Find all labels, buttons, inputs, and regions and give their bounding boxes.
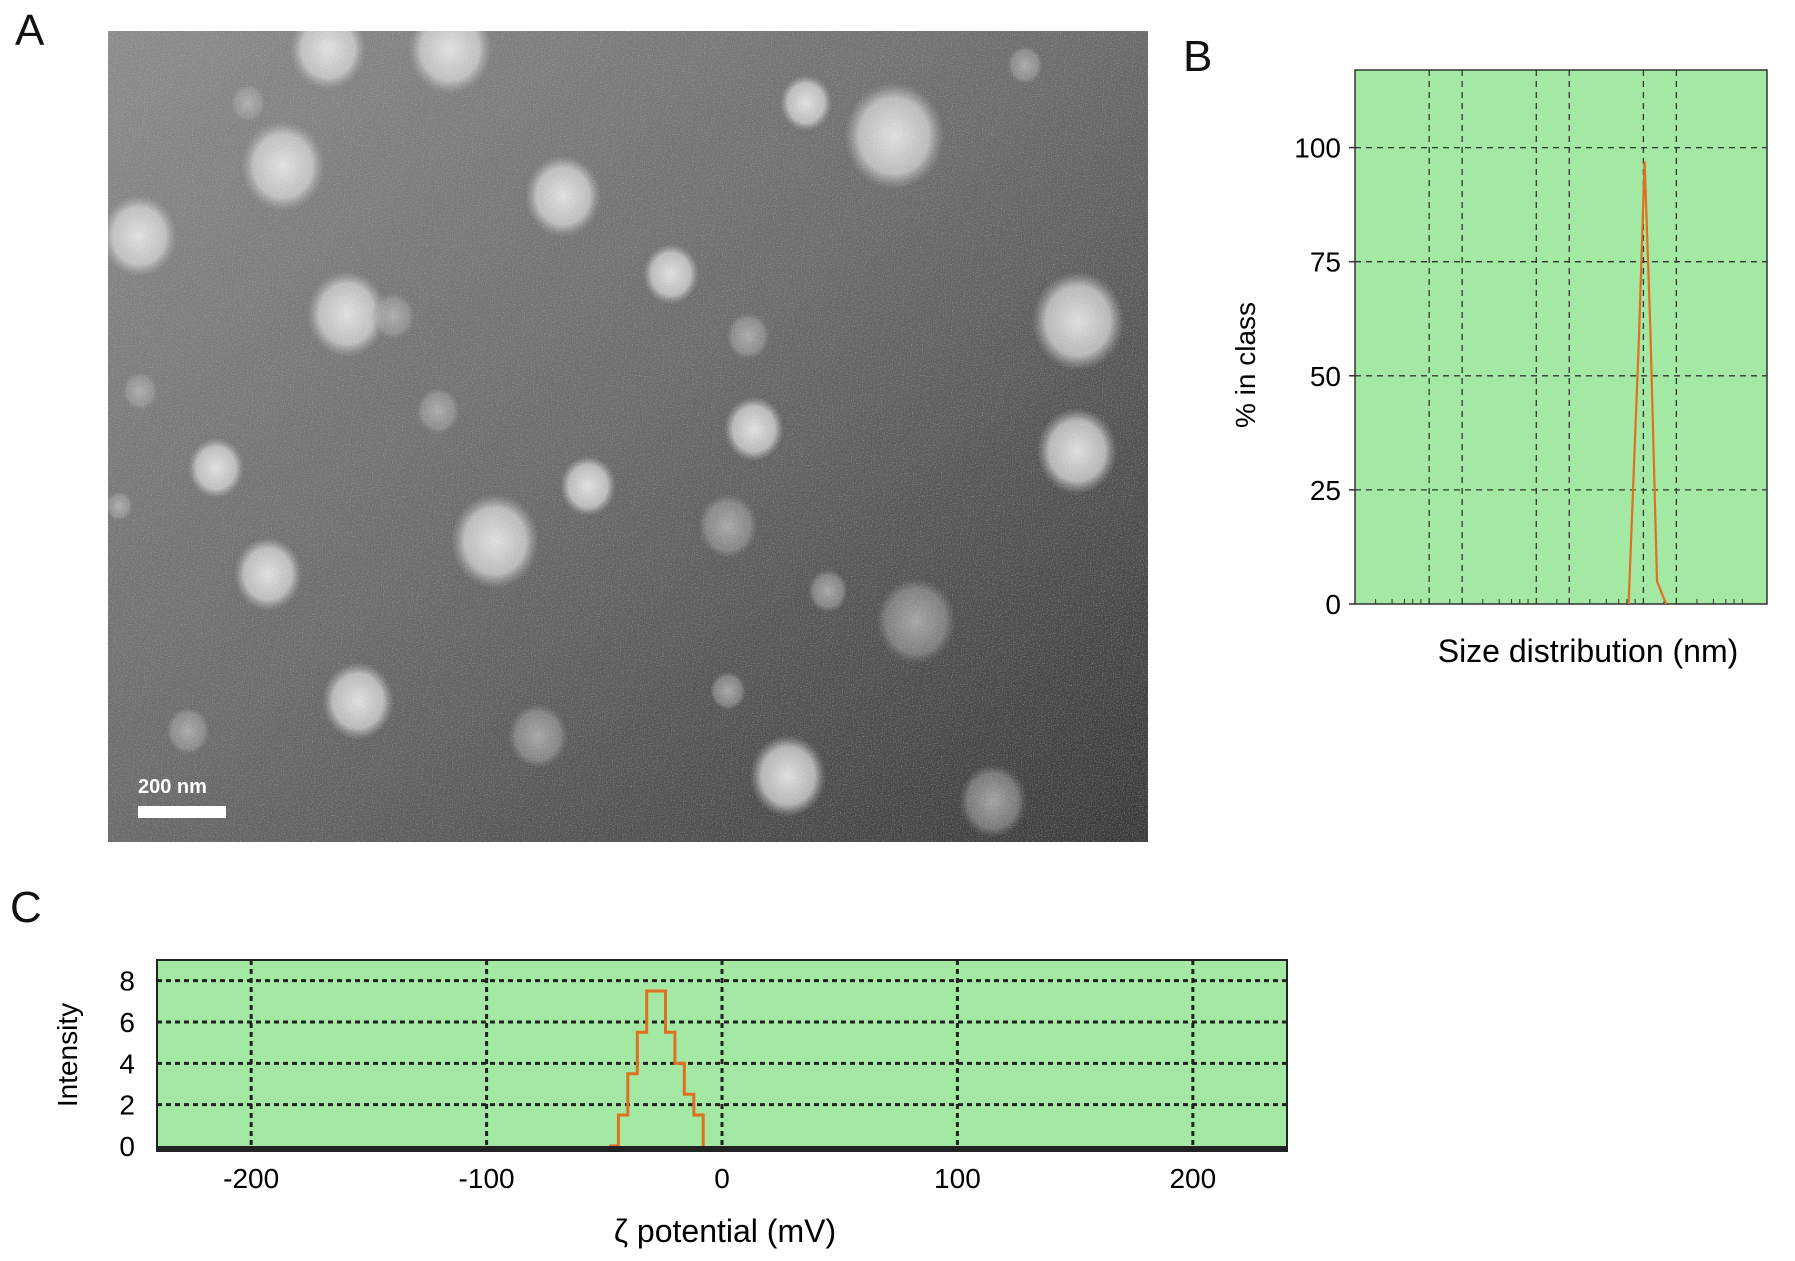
y-tick-label: 4: [119, 1048, 135, 1079]
y-tick-label: 25: [1310, 475, 1341, 506]
y-tick-label: 0: [119, 1131, 135, 1162]
plot-area: [1354, 69, 1768, 605]
particle: [1032, 271, 1124, 371]
size-distribution-chart: 0 25 50 75 100 % in class Size distribution …: [1230, 69, 1768, 669]
panel-label-c: C: [10, 883, 42, 932]
scale-bar: [138, 806, 226, 818]
particle: [234, 537, 302, 611]
y-tick-label: 75: [1310, 247, 1341, 278]
particle: [108, 490, 133, 522]
x-tick-label: 200: [1169, 1163, 1216, 1194]
particle: [525, 154, 601, 238]
y-tick-label: 100: [1294, 133, 1341, 164]
particle: [290, 31, 366, 91]
zeta-potential-chart: 0 2 4 6 8 -200 -100 0 100 200 Intensity ζ potenti…: [52, 959, 1288, 1249]
particle: [241, 120, 325, 212]
particle: [959, 764, 1027, 838]
particle: [844, 82, 944, 190]
particle: [808, 569, 848, 613]
y-tick-label: 50: [1310, 361, 1341, 392]
x-tick-label: 100: [934, 1163, 981, 1194]
x-axis-title: Size distribution (nm): [1438, 633, 1739, 669]
particle: [508, 703, 568, 769]
particle: [451, 493, 539, 589]
particle: [780, 74, 832, 132]
particle: [1007, 45, 1043, 85]
particle: [560, 455, 616, 517]
particle: [408, 31, 492, 95]
particle: [166, 707, 210, 755]
size-distribution-line: [1627, 161, 1668, 605]
particle: [643, 243, 699, 305]
particle: [726, 312, 770, 360]
particle: [1037, 407, 1117, 495]
x-tick-label: -100: [459, 1163, 515, 1194]
panel-label-a: A: [15, 6, 45, 55]
particle: [108, 194, 177, 278]
y-tick-label: 8: [119, 966, 135, 997]
particle: [750, 734, 826, 818]
y-axis-title: Intensity: [52, 1003, 83, 1107]
tem-micrograph: 200 nm: [108, 31, 1148, 842]
x-axis-title: ζ potential (mV): [614, 1213, 836, 1249]
particle: [371, 292, 415, 340]
particle: [876, 577, 956, 665]
y-tick-label: 0: [1325, 589, 1341, 620]
particle: [322, 662, 394, 740]
particle: [122, 371, 158, 411]
y-tick-label: 2: [119, 1090, 135, 1121]
particle: [188, 437, 244, 499]
x-tick-label: 0: [714, 1163, 730, 1194]
particle: [724, 396, 784, 462]
panel-label-b: B: [1183, 32, 1213, 81]
particle: [698, 493, 758, 559]
scale-bar-label: 200 nm: [138, 776, 207, 798]
x-axis-baseline: [157, 1146, 1287, 1152]
particle: [710, 671, 746, 711]
particle: [307, 270, 387, 358]
y-axis-title: % in class: [1230, 302, 1261, 428]
particle: [230, 83, 266, 123]
particle: [416, 387, 460, 435]
zeta-potential-line: [609, 989, 705, 1148]
y-tick-label: 6: [119, 1007, 135, 1038]
x-tick-label: -200: [223, 1163, 279, 1194]
